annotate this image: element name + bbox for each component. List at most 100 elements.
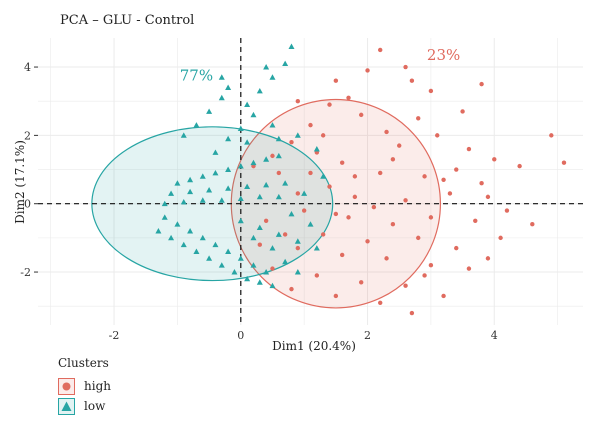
point-low — [275, 231, 282, 237]
point-low — [244, 275, 251, 282]
point-high — [270, 153, 275, 159]
point-low — [237, 125, 244, 131]
point-low — [218, 262, 225, 268]
point-high — [397, 143, 402, 148]
point-high — [295, 99, 301, 104]
x-tick-label: -2 — [109, 329, 120, 342]
point-low — [193, 122, 200, 128]
point-low — [263, 156, 270, 162]
legend-triangle-icon — [58, 397, 75, 415]
point-low — [206, 255, 213, 261]
point-high — [263, 218, 269, 223]
point-high — [409, 310, 415, 316]
point-low — [275, 152, 282, 159]
point-low — [282, 60, 289, 67]
point-low — [161, 200, 168, 207]
point-high — [295, 191, 301, 196]
point-high — [365, 68, 370, 73]
point-low — [199, 234, 206, 241]
point-low — [225, 135, 232, 142]
point-low — [301, 190, 308, 196]
point-high — [485, 256, 491, 261]
point-high — [517, 163, 522, 169]
point-low — [269, 74, 276, 80]
point-low — [256, 193, 263, 200]
point-high — [549, 133, 554, 138]
point-low — [180, 132, 187, 138]
point-low — [269, 282, 276, 289]
point-low — [275, 193, 282, 200]
x-tick-label: 2 — [364, 329, 371, 342]
point-low — [244, 139, 251, 145]
point-low — [269, 245, 276, 251]
legend-marker-high — [62, 382, 71, 390]
y-tick-label: 0 — [24, 198, 31, 211]
point-low — [168, 190, 175, 196]
point-high — [339, 160, 345, 165]
point-low — [282, 180, 289, 186]
legend-marker-low — [61, 401, 72, 411]
point-high — [498, 235, 503, 241]
point-high — [479, 181, 484, 186]
point-high — [460, 109, 465, 114]
point-high — [378, 170, 383, 176]
point-high — [314, 273, 320, 278]
point-high — [428, 263, 434, 268]
point-low — [237, 195, 244, 201]
point-high — [384, 256, 389, 261]
point-low — [212, 241, 219, 248]
legend-item-high: high — [58, 376, 111, 396]
point-low — [212, 149, 219, 155]
point-high — [346, 95, 351, 100]
point-high — [422, 273, 427, 278]
point-low — [231, 269, 238, 275]
x-axis-label: Dim1 (20.4%) — [272, 339, 356, 353]
legend-item-low: low — [58, 396, 111, 416]
point-low — [180, 241, 187, 248]
percent-label-low: 77% — [180, 67, 213, 85]
point-low — [174, 221, 181, 227]
point-high — [320, 232, 326, 237]
point-high — [289, 286, 294, 292]
point-high — [403, 283, 408, 288]
point-high — [466, 266, 472, 271]
point-high — [301, 208, 307, 213]
point-low — [250, 111, 257, 118]
point-low — [263, 64, 270, 70]
point-high — [428, 88, 434, 94]
point-high — [308, 122, 313, 128]
point-high — [454, 167, 459, 172]
point-low — [320, 173, 327, 179]
point-low — [250, 159, 257, 166]
point-high — [530, 222, 535, 227]
point-high — [428, 215, 434, 220]
point-high — [466, 146, 472, 152]
point-high — [492, 157, 497, 162]
y-axis-label: Dim2 (17.1%) — [13, 140, 27, 224]
point-high — [257, 242, 263, 247]
point-high — [276, 170, 282, 176]
point-high — [561, 160, 567, 165]
point-low — [225, 248, 232, 254]
reference-lines — [38, 38, 583, 325]
point-low — [199, 197, 206, 203]
point-high — [435, 133, 440, 138]
y-tick-label: 2 — [24, 129, 31, 142]
point-low — [307, 221, 314, 227]
point-high — [327, 184, 332, 189]
point-high — [320, 133, 326, 138]
point-low — [256, 224, 263, 231]
point-low — [237, 255, 244, 261]
point-high — [333, 211, 339, 217]
point-low — [288, 210, 295, 217]
point-high — [409, 78, 415, 83]
point-high — [333, 78, 339, 83]
point-high — [403, 198, 408, 203]
point-high — [333, 293, 339, 299]
legend-circle-icon — [58, 377, 75, 395]
y-tick-label: -2 — [20, 266, 31, 279]
point-low — [225, 185, 232, 191]
point-high — [416, 235, 421, 241]
point-high — [352, 194, 358, 200]
point-high — [289, 140, 294, 145]
